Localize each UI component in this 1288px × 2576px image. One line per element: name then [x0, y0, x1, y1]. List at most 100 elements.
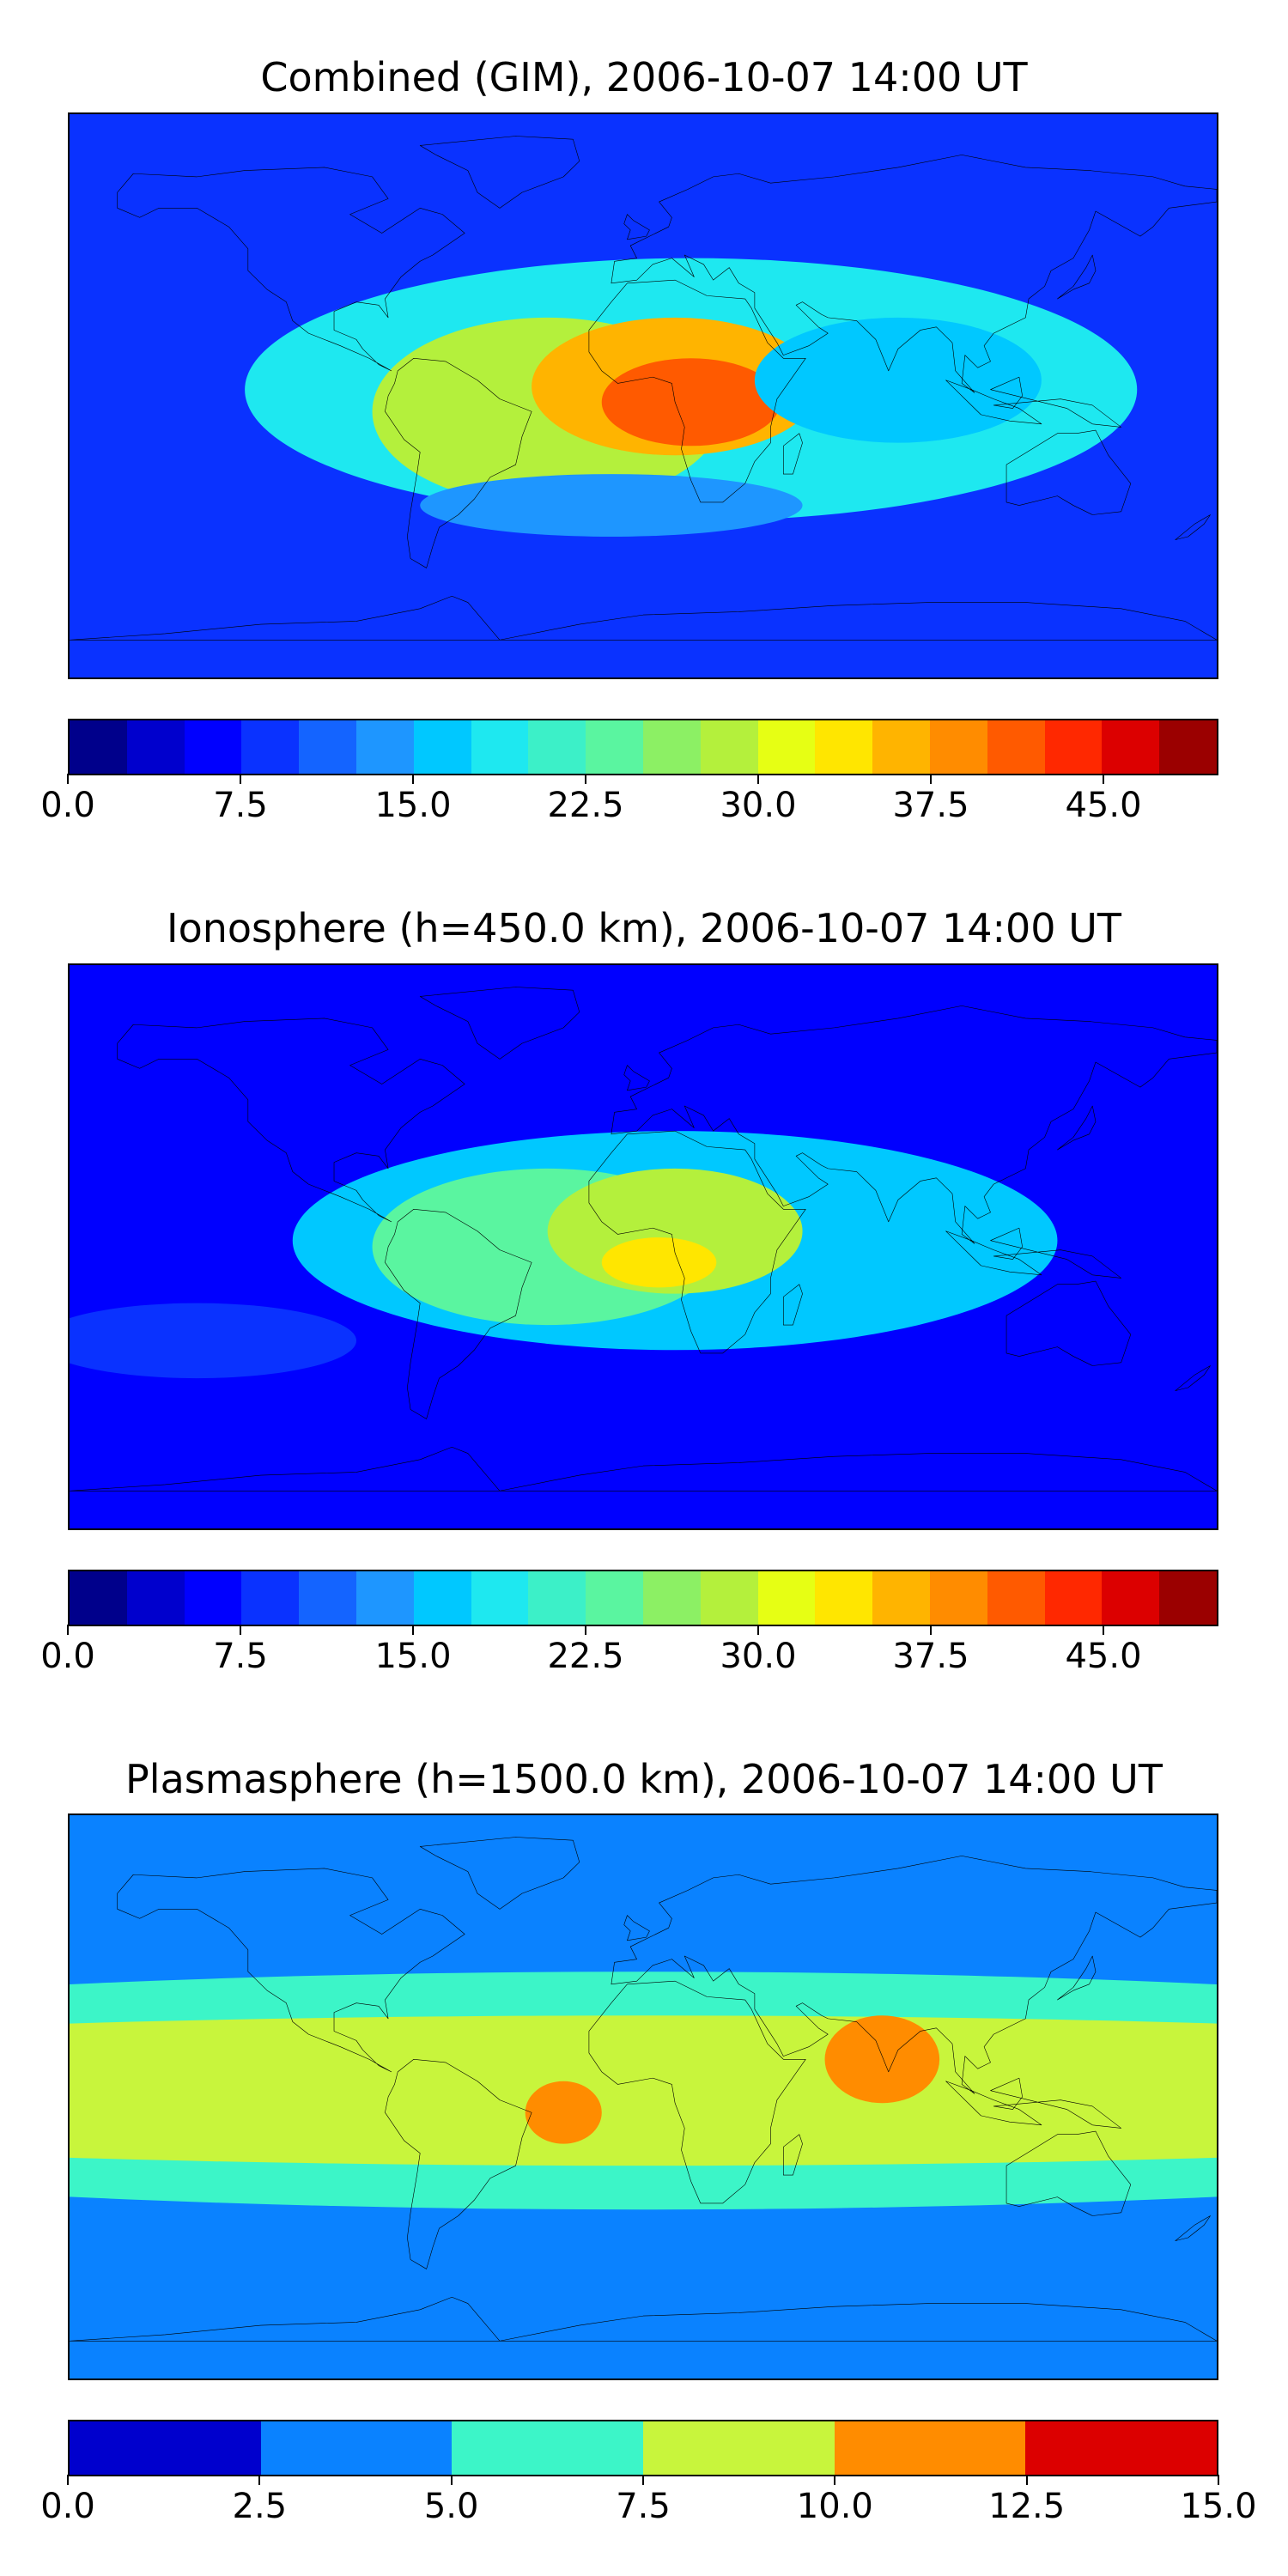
panel-3-colorbar-tick-label: 0.0 — [40, 2487, 95, 2526]
panel-1-colorbar-tick-label: 7.5 — [213, 786, 268, 825]
panel-1-colorbar-tick-label: 30.0 — [720, 786, 797, 825]
panel-2-colorbar-segment-8 — [528, 1571, 586, 1625]
panel-3-coastline-indonesia — [946, 2081, 1042, 2125]
panel-1-coastlines — [70, 137, 1217, 641]
panel-1-contour-region-3 — [601, 358, 781, 447]
panel-1-colorbar-segment-18 — [1102, 720, 1160, 774]
panel-2-colorbar — [68, 1570, 1218, 1626]
panel-2-contour-region-3 — [601, 1237, 717, 1288]
panel-3-contour-region-1 — [70, 2015, 1217, 2166]
panel-2-colorbar-tick — [1103, 1625, 1104, 1635]
panel-2-colorbar-segment-14 — [872, 1571, 930, 1625]
panel-1-coastline-europe-asia — [611, 155, 1217, 392]
panel-1-coastline-borneo-newguinea — [991, 377, 1121, 427]
panel-2-colorbar-segment-0 — [70, 1571, 127, 1625]
panel-2-colorbar-segment-9 — [586, 1571, 643, 1625]
panel-1-colorbar-segment-6 — [413, 720, 471, 774]
panel-1-title: Combined (GIM), 2006-10-07 14:00 UT — [260, 54, 1028, 100]
panel-1-colorbar-tick-label: 37.5 — [892, 786, 969, 825]
panel-1-colorbar-segment-7 — [471, 720, 529, 774]
panel-1-coastline-australia — [1006, 430, 1131, 514]
panel-1-colorbar-tick-label: 15.0 — [374, 786, 452, 825]
panel-2-colorbar-tick-label: 0.0 — [40, 1637, 95, 1676]
panel-2-colorbar-segment-6 — [413, 1571, 471, 1625]
panel-3-contour-region-3 — [824, 2015, 940, 2104]
panel-2-colorbar-tick-label: 45.0 — [1065, 1637, 1142, 1676]
panel-1-colorbar-segment-1 — [126, 720, 185, 774]
panel-1-contour-region-4 — [754, 317, 1042, 443]
panel-3-colorbar-tick — [834, 2475, 836, 2485]
panel-2-colorbar-tick — [757, 1625, 759, 1635]
panel-2-colorbar-tick — [412, 1625, 414, 1635]
panel-3-coastline-greenland — [420, 1838, 580, 1910]
panel-2-coastline-borneo-newguinea — [991, 1228, 1121, 1278]
panel-2-coastline-south-america — [385, 1209, 532, 1419]
panel-2-colorbar-segment-18 — [1102, 1571, 1160, 1625]
panel-3-coastline-north-america — [118, 1868, 465, 2072]
panel-1-colorbar-ticks: 0.0 7.5 15.0 22.5 30.0 37.5 45.0 — [40, 774, 1218, 825]
panel-2-colorbar-tick-label: 15.0 — [374, 1637, 452, 1676]
panel-1-contour-region-5 — [420, 474, 803, 537]
panel-2-colorbar-segment-19 — [1159, 1571, 1217, 1625]
panel-1-colorbar-tick — [240, 774, 241, 784]
panel-2-colorbar-segment-5 — [355, 1571, 414, 1625]
panel-1-colorbar-segment-3 — [241, 720, 300, 774]
panel-1-coastline-antarctica — [70, 596, 1217, 640]
panel-1-colorbar-segment-4 — [299, 720, 356, 774]
panel-2-map-svg — [70, 965, 1217, 1528]
panel-1-coastline-south-america — [385, 358, 532, 568]
panel-2-colorbar-tick — [930, 1625, 932, 1635]
panel-2-coastline-japan — [1057, 1106, 1096, 1150]
panel-3-coastline-japan — [1057, 1956, 1096, 2000]
panel-3-colorbar-tick-label: 2.5 — [232, 2487, 288, 2526]
panel-3-coastline-europe-asia — [611, 1856, 1217, 2093]
panel-3-map — [68, 1814, 1218, 2380]
panel-3-map-svg — [70, 1815, 1217, 2379]
panel-1-colorbar-tick — [412, 774, 414, 784]
panel-2-map — [68, 963, 1218, 1530]
panel-3-colorbar-tick — [258, 2475, 261, 2485]
panel-2-coastline-north-america — [118, 1018, 465, 1222]
panel-1-colorbar-tick — [585, 774, 586, 784]
panel-2-contour-region-4 — [70, 1303, 356, 1379]
panel-3-colorbar-tick-label: 15.0 — [1180, 2487, 1257, 2526]
panel-3-coastline-australia — [1006, 2131, 1131, 2215]
panel-2-colorbar-tick-label: 7.5 — [213, 1637, 268, 1676]
panel-1-colorbar-segment-0 — [70, 720, 127, 774]
panel-3-colorbar-tick-label: 10.0 — [796, 2487, 873, 2526]
panel-1-coastline-newzealand — [1176, 514, 1211, 539]
panel-2-coastline-madagascar — [783, 1285, 802, 1325]
panel-1-colorbar-segment-2 — [184, 720, 242, 774]
panel-1-colorbar-segment-13 — [815, 720, 873, 774]
panel-3-coastline-antarctica — [70, 2297, 1217, 2341]
panel-2-colorbar-segment-16 — [987, 1571, 1045, 1625]
panel-2-colorbar-tick — [585, 1625, 586, 1635]
panel-3-colorbar-tick — [450, 2475, 453, 2485]
panel-1-colorbar-segment-16 — [987, 720, 1045, 774]
panel-3-coastline-britain — [624, 1916, 650, 1941]
panel-2-colorbar-segment-17 — [1044, 1571, 1103, 1625]
panel-1-colorbar-segment-12 — [757, 720, 816, 774]
panel-3-colorbar-tick-label: 12.5 — [988, 2487, 1066, 2526]
panel-2-colorbar-segment-10 — [642, 1571, 701, 1625]
panel-2-colorbar-ticks: 0.0 7.5 15.0 22.5 30.0 37.5 45.0 — [40, 1625, 1218, 1676]
panel-2-colorbar-segment-12 — [757, 1571, 816, 1625]
panel-2-colorbar-tick — [67, 1625, 69, 1635]
panel-1-map — [68, 112, 1218, 679]
panel-2-coastlines — [70, 987, 1217, 1492]
panel-1-colorbar-segment-19 — [1159, 720, 1217, 774]
panel-1-colorbar-segment-9 — [586, 720, 643, 774]
panel-3-field — [70, 1815, 1217, 2379]
panel-3-colorbar-segment-1 — [260, 2421, 453, 2475]
panel-3-colorbar-tick-label: 5.0 — [423, 2487, 479, 2526]
panel-2-coastline-newzealand — [1176, 1365, 1211, 1390]
panel-1-colorbar-tick — [67, 774, 69, 784]
panel-1-coastline-africa — [589, 280, 805, 502]
panel-2-coastline-africa — [589, 1131, 805, 1353]
panel-2-coastline-antarctica — [70, 1447, 1217, 1491]
panel-1-map-svg — [70, 114, 1217, 677]
panel-2-title: Ionosphere (h=450.0 km), 2006-10-07 14:0… — [167, 905, 1121, 951]
panel-2-colorbar-tick-label: 37.5 — [892, 1637, 969, 1676]
panel-1-coastline-britain — [624, 215, 650, 240]
panel-1-colorbar-tick — [1103, 774, 1104, 784]
